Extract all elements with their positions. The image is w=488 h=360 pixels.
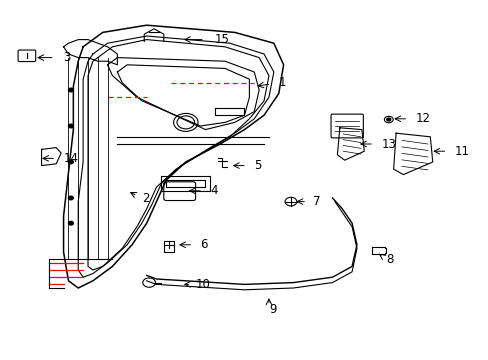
Text: 4: 4 — [210, 184, 217, 197]
Text: 8: 8 — [386, 253, 393, 266]
Text: 15: 15 — [215, 33, 229, 46]
Circle shape — [68, 196, 73, 200]
Circle shape — [68, 124, 73, 128]
Text: 5: 5 — [254, 159, 261, 172]
Circle shape — [68, 221, 73, 225]
Text: 3: 3 — [63, 51, 71, 64]
Text: 9: 9 — [268, 303, 276, 316]
Circle shape — [68, 160, 73, 164]
Text: 7: 7 — [312, 195, 320, 208]
Text: 11: 11 — [454, 145, 469, 158]
Text: 6: 6 — [200, 238, 207, 251]
Text: 2: 2 — [142, 192, 149, 204]
Circle shape — [386, 118, 390, 121]
Text: 13: 13 — [381, 138, 395, 150]
Text: 12: 12 — [415, 112, 430, 125]
Circle shape — [68, 88, 73, 92]
Text: 14: 14 — [63, 152, 79, 165]
Text: 1: 1 — [278, 76, 285, 89]
Text: 10: 10 — [195, 278, 210, 291]
